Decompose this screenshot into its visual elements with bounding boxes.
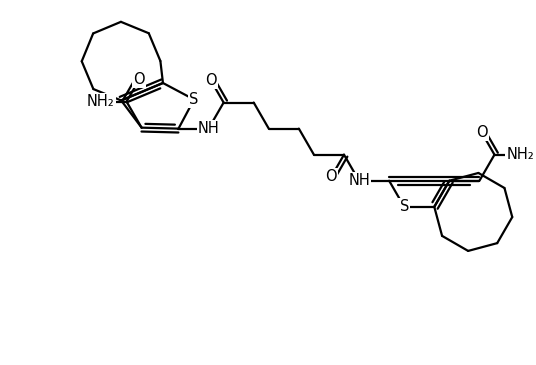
Text: O: O bbox=[133, 72, 145, 87]
Text: O: O bbox=[325, 169, 337, 184]
Text: S: S bbox=[399, 199, 409, 214]
Text: O: O bbox=[476, 125, 488, 140]
Text: NH₂: NH₂ bbox=[87, 94, 115, 109]
Text: NH: NH bbox=[198, 121, 219, 136]
Text: O: O bbox=[205, 73, 217, 88]
Text: S: S bbox=[189, 92, 199, 107]
Text: NH: NH bbox=[348, 173, 370, 188]
Text: NH₂: NH₂ bbox=[506, 147, 534, 162]
